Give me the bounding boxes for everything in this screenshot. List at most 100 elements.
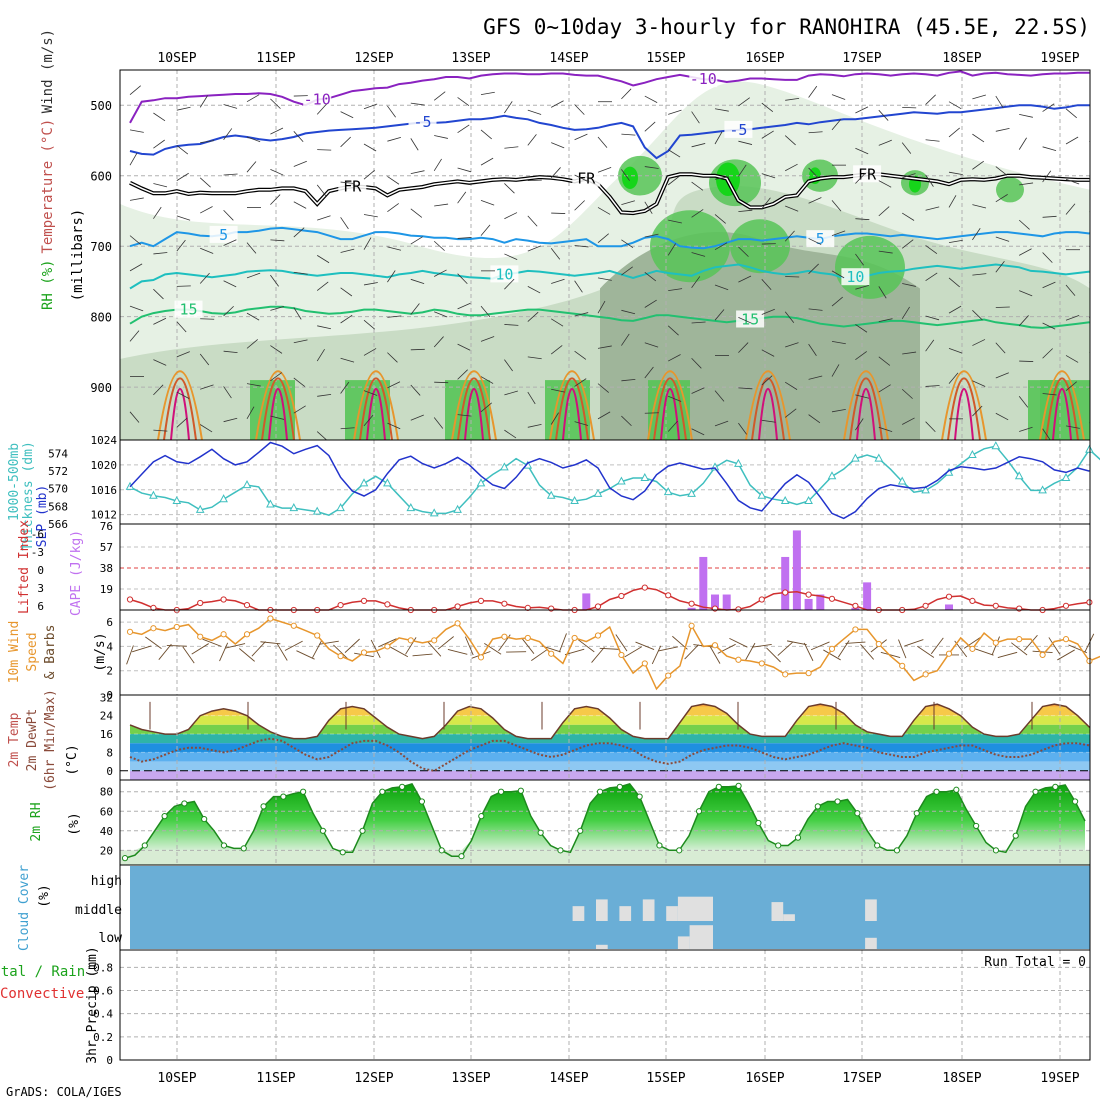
wind-unit: (m/s) bbox=[93, 632, 108, 671]
rh-point bbox=[1013, 833, 1018, 838]
rh-point bbox=[439, 848, 444, 853]
wind-barb-10m bbox=[685, 645, 699, 659]
rh-tick-label: 80 bbox=[100, 786, 113, 799]
wind-barb-10m bbox=[745, 643, 755, 660]
date-tick-bottom: 11SEP bbox=[256, 1071, 295, 1086]
date-tick-bottom: 19SEP bbox=[1040, 1071, 1079, 1086]
rh-point bbox=[281, 794, 286, 799]
wind-barb-10m bbox=[904, 640, 923, 647]
wind-barb-10m bbox=[390, 647, 407, 657]
date-tick-top: 16SEP bbox=[745, 51, 784, 66]
li-label: Lifted Index bbox=[17, 520, 32, 614]
temp-band bbox=[120, 716, 1090, 725]
wind-speed-line-point bbox=[127, 629, 132, 634]
wind-speed-line-point bbox=[993, 640, 998, 645]
thickness-tick-label: 566 bbox=[48, 518, 68, 531]
wind-barb-10m bbox=[285, 641, 303, 650]
isotherm-label: 15 bbox=[179, 301, 197, 319]
wind-barb bbox=[1089, 415, 1100, 423]
rh-point bbox=[914, 811, 919, 816]
cloud-block bbox=[596, 945, 608, 949]
upper-air-unit-label: (millibars) bbox=[70, 209, 86, 302]
precip-conv-label: Convective bbox=[0, 986, 84, 1002]
wind-barb bbox=[1089, 212, 1100, 218]
wind-barb bbox=[1089, 388, 1100, 396]
cape-bar bbox=[805, 599, 813, 610]
li-line-point bbox=[642, 585, 647, 590]
wind-unit-group: (m/s) bbox=[93, 632, 108, 671]
li-line-point bbox=[361, 598, 366, 603]
rh-point bbox=[993, 848, 998, 853]
date-tick-bottom: 18SEP bbox=[942, 1071, 981, 1086]
rh-point bbox=[677, 848, 682, 853]
rh-point bbox=[795, 835, 800, 840]
wind-speed-line-point bbox=[525, 635, 530, 640]
rh-area bbox=[125, 784, 1085, 850]
thickness-tick-label: 568 bbox=[48, 500, 68, 513]
wind-barb-10m bbox=[652, 646, 660, 664]
slp-tick-label: 1024 bbox=[91, 434, 118, 447]
cloud-block bbox=[690, 925, 713, 949]
wind-speed-line-point bbox=[502, 634, 507, 639]
thickness-line-point bbox=[992, 442, 999, 449]
cape-bar bbox=[781, 557, 789, 610]
wind-speed-line-point bbox=[385, 644, 390, 649]
temp-band bbox=[120, 771, 1090, 780]
rh-ylabel: 2m RH(%) bbox=[29, 802, 82, 841]
wind-barb-10m bbox=[917, 646, 934, 657]
wind-speed-line-point bbox=[970, 646, 975, 651]
temp-label-3: (6hr Min/Max) bbox=[43, 689, 58, 791]
slp-tick-label: 1020 bbox=[91, 459, 118, 472]
rh-point bbox=[637, 794, 642, 799]
rh-point bbox=[578, 828, 583, 833]
pressure-tick-label: 500 bbox=[90, 99, 112, 113]
wind-speed-line-point bbox=[642, 661, 647, 666]
cape-bar bbox=[793, 530, 801, 610]
wind-barb bbox=[1089, 104, 1100, 105]
wind-speed-line-point bbox=[595, 633, 600, 638]
cape-bar bbox=[945, 604, 953, 610]
rh-point bbox=[301, 789, 306, 794]
rh-point bbox=[558, 848, 563, 853]
thickness-line-point bbox=[1086, 446, 1093, 453]
credit: GrADS: COLA/IGES bbox=[6, 1085, 122, 1099]
wind-barb-10m bbox=[752, 644, 772, 647]
wind-speed-line-point bbox=[923, 672, 928, 677]
slp-tick-label: 1016 bbox=[91, 484, 118, 497]
li-line-point bbox=[759, 597, 764, 602]
li-line-point bbox=[244, 603, 249, 608]
wind-barb-10m bbox=[345, 639, 360, 653]
temp-unit: (°C) bbox=[65, 744, 80, 775]
wind-barb-10m bbox=[931, 638, 943, 654]
cloud-block bbox=[678, 936, 690, 949]
cloud-block bbox=[573, 906, 585, 921]
thickness-tick-label: 574 bbox=[48, 447, 68, 460]
wind-speed-line-point bbox=[478, 655, 483, 660]
cloud-block bbox=[619, 906, 631, 921]
isotherm-label: FR bbox=[858, 165, 877, 183]
rh-point bbox=[1033, 789, 1038, 794]
li-line-point bbox=[127, 597, 132, 602]
chart-title: GFS 0~10day 3-hourly for RANOHIRA (45.5E… bbox=[483, 15, 1090, 39]
date-tick-bottom: 17SEP bbox=[842, 1071, 881, 1086]
wind-speed-line-point bbox=[338, 654, 343, 659]
wind-panel bbox=[120, 610, 1100, 695]
upper-air-legend-label: RH (%)Temperature (°C)Wind (m/s) bbox=[40, 29, 56, 310]
rh-point bbox=[400, 784, 405, 789]
rh-point bbox=[340, 850, 345, 855]
cloud-block bbox=[865, 938, 877, 949]
date-tick-top: 17SEP bbox=[842, 51, 881, 66]
wind-speed-line-point bbox=[455, 621, 460, 626]
rh-point bbox=[202, 816, 207, 821]
rh-point bbox=[756, 820, 761, 825]
date-tick-bottom: 10SEP bbox=[157, 1071, 196, 1086]
